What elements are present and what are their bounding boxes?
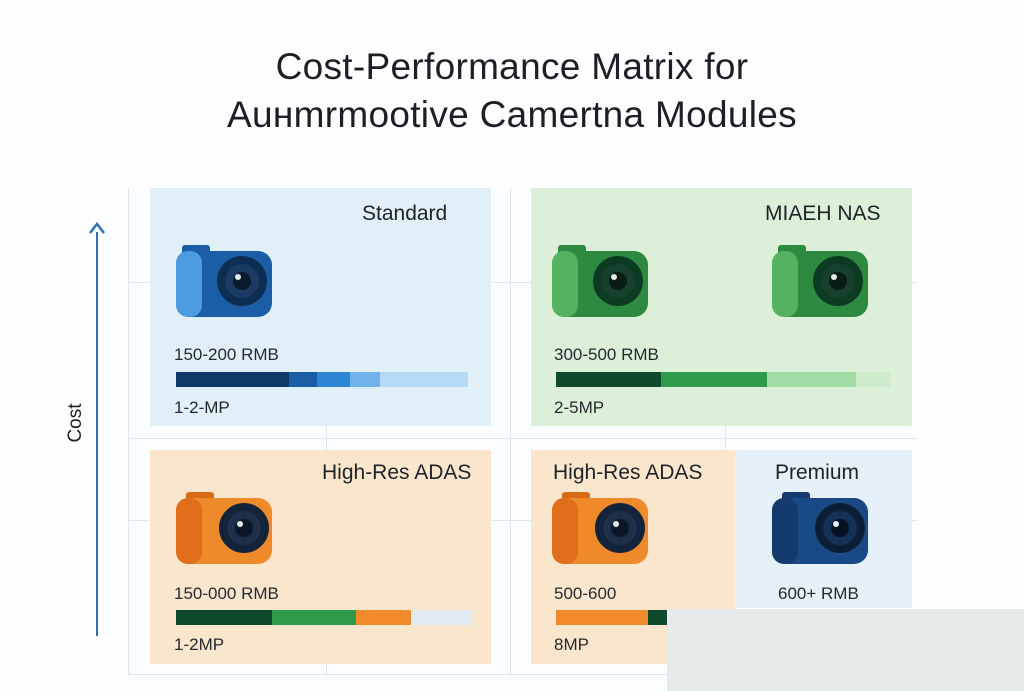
- resolution-label-mid: 2-5MP: [554, 398, 605, 417]
- camera-icon: [772, 245, 868, 317]
- y-axis-line: [96, 232, 98, 636]
- bar-segment: [411, 610, 472, 625]
- bar-standard: [176, 372, 468, 387]
- grid-line: [128, 520, 918, 521]
- bar-segment: [356, 610, 411, 625]
- price-label-mid: 300-500 RMB: [554, 345, 659, 364]
- grid-line: [510, 188, 511, 674]
- bar-mid: [556, 372, 890, 387]
- grid-line: [725, 188, 726, 674]
- grid-line: [128, 282, 918, 283]
- panel-label-standard: Standard: [362, 202, 448, 225]
- grid-line: [128, 438, 918, 439]
- panel-label-premium: Premium: [775, 461, 860, 484]
- bar-segment: [289, 372, 317, 387]
- bar-high-res-left: [176, 610, 472, 625]
- bar-segment: [556, 372, 661, 387]
- grid-line: [128, 674, 668, 675]
- price-label-high-res-right: 500-600: [554, 584, 617, 603]
- bar-segment: [317, 372, 350, 387]
- price-label-premium: 600+ RMB: [778, 584, 859, 603]
- up-arrow-icon: [89, 222, 105, 234]
- resolution-label-high-res-right: 8MP: [554, 635, 589, 654]
- grid-line: [128, 188, 129, 674]
- chart-title-line-2: Auнmrmootive Camertna Modules: [227, 94, 797, 135]
- panel-label-mid: MIAEH NAS: [765, 202, 881, 225]
- bar-segment: [176, 372, 289, 387]
- grid-line: [326, 188, 327, 674]
- bar-segment: [272, 610, 356, 625]
- bar-high-res-right: [556, 610, 668, 625]
- camera-icon: [552, 245, 648, 317]
- resolution-label-high-res-left: 1-2MP: [174, 635, 225, 654]
- bar-segment: [350, 372, 380, 387]
- bar-segment: [176, 610, 272, 625]
- bar-segment: [767, 372, 856, 387]
- y-axis-label: Cost: [65, 403, 86, 443]
- panel-label-high-res-left: High-Res ADAS: [322, 461, 472, 484]
- price-label-standard: 150-200 RMB: [174, 345, 279, 364]
- bar-segment: [856, 372, 890, 387]
- camera-icon: [772, 492, 868, 564]
- bar-segment: [556, 610, 648, 625]
- bar-segment: [661, 372, 767, 387]
- chart-title-line-1: Cost-Performance Matrix for: [275, 46, 749, 87]
- camera-icon: [552, 492, 648, 564]
- camera-icon: [176, 245, 272, 317]
- bar-segment: [380, 372, 468, 387]
- panel-label-high-res-right: High-Res ADAS: [553, 461, 703, 484]
- bar-segment: [648, 610, 668, 625]
- price-label-high-res-left: 150-000 RMB: [174, 584, 279, 603]
- resolution-label-standard: 1-2-MP: [174, 398, 230, 417]
- overlay-box: [667, 609, 1024, 691]
- camera-icon: [176, 492, 272, 564]
